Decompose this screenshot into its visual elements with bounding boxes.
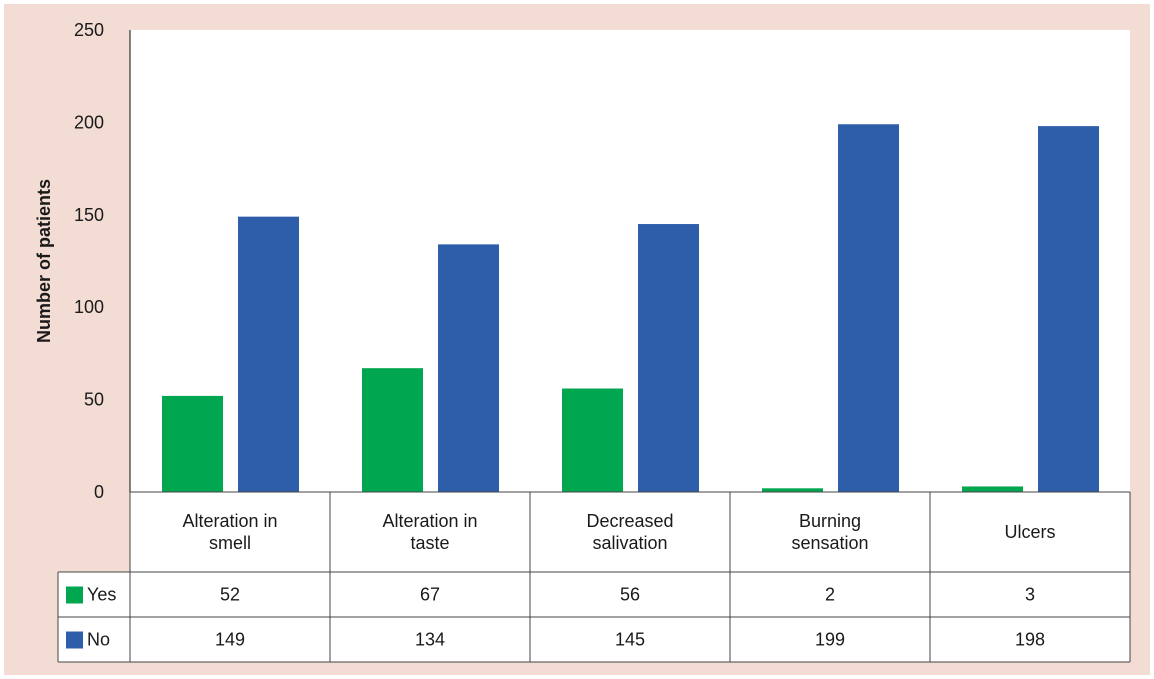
legend-yes-label: Yes — [87, 585, 116, 605]
y-tick-label: 100 — [74, 297, 104, 317]
category-label: salivation — [592, 533, 667, 553]
bar-no-5 — [1038, 126, 1099, 492]
data-table-body — [130, 492, 1130, 662]
bar-no-3 — [638, 224, 699, 493]
bar-yes-2 — [362, 368, 423, 492]
bar-yes-1 — [162, 395, 223, 492]
category-label: Ulcers — [1004, 522, 1055, 542]
data-label-no: 145 — [615, 630, 645, 650]
y-tick-label: 0 — [94, 482, 104, 502]
y-axis-title: Number of patients — [34, 179, 54, 343]
y-tick-label: 150 — [74, 205, 104, 225]
bar-no-1 — [238, 216, 299, 492]
bar-yes-5 — [962, 486, 1023, 492]
data-label-yes: 67 — [420, 585, 440, 605]
data-label-yes: 56 — [620, 585, 640, 605]
bar-no-2 — [438, 244, 499, 492]
bar-yes-3 — [562, 388, 623, 492]
legend-no-label: No — [87, 630, 110, 650]
y-tick-label: 250 — [74, 20, 104, 40]
category-label: Alteration in — [382, 511, 477, 531]
category-label: smell — [209, 533, 251, 553]
data-label-no: 149 — [215, 630, 245, 650]
y-tick-label: 50 — [84, 390, 104, 410]
category-label: sensation — [791, 533, 868, 553]
bar-yes-4 — [762, 488, 823, 492]
category-label: taste — [410, 533, 449, 553]
category-label: Alteration in — [182, 511, 277, 531]
data-label-yes: 2 — [825, 585, 835, 605]
legend-yes-swatch — [66, 586, 83, 604]
category-label: Decreased — [586, 511, 673, 531]
bar-no-4 — [838, 124, 899, 493]
data-label-yes: 52 — [220, 585, 240, 605]
legend-no-swatch — [66, 631, 83, 649]
y-tick-label: 200 — [74, 112, 104, 132]
data-label-yes: 3 — [1025, 585, 1035, 605]
data-label-no: 134 — [415, 630, 445, 650]
category-label: Burning — [799, 511, 861, 531]
data-label-no: 198 — [1015, 630, 1045, 650]
data-label-no: 199 — [815, 630, 845, 650]
